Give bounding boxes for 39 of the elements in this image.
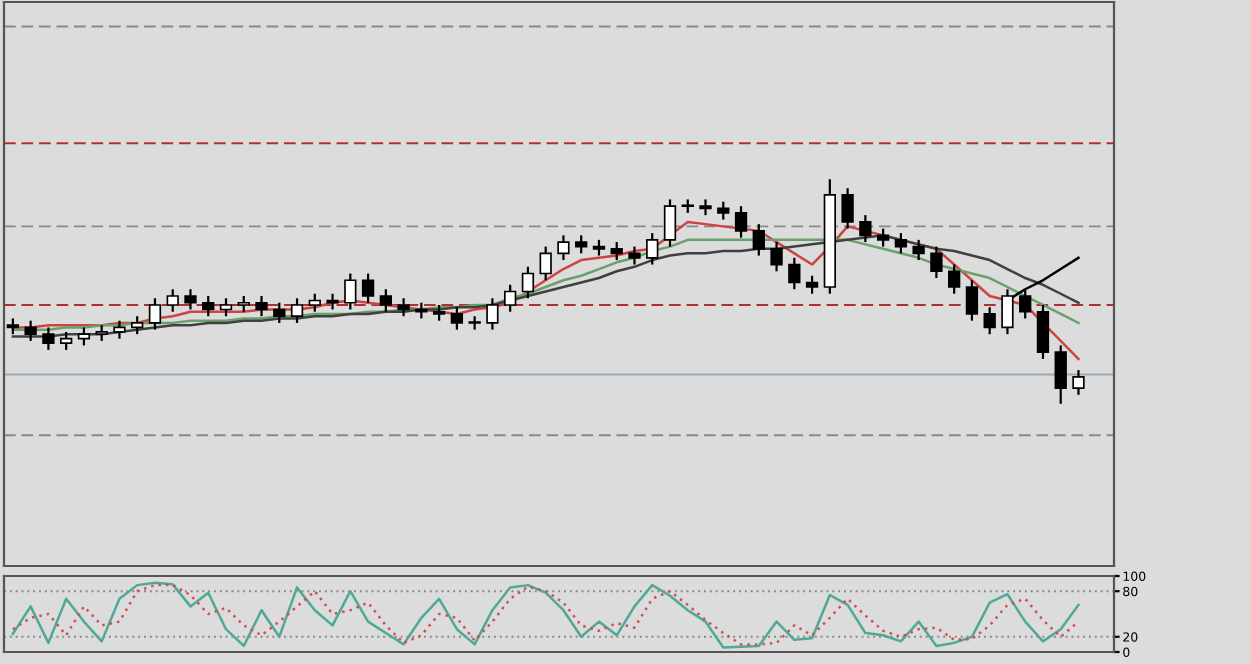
candlestick: [290, 297, 304, 325]
candlestick: [503, 283, 517, 313]
candlestick: [42, 326, 55, 351]
candlestick: [770, 240, 783, 273]
candlestick: [379, 288, 393, 313]
candlestick: [273, 301, 286, 325]
candlestick: [344, 272, 357, 311]
candlestick: [947, 263, 961, 295]
candlestick: [1072, 368, 1085, 396]
candlestick: [965, 279, 979, 322]
candlestick: [450, 306, 464, 331]
candlestick: [663, 198, 677, 248]
candlestick: [894, 232, 908, 255]
candlestick: [539, 245, 552, 282]
candlestick: [646, 232, 659, 266]
candlestick: [930, 245, 943, 280]
candlestick: [841, 187, 854, 230]
candlestick: [202, 294, 215, 318]
candlestick: [148, 297, 162, 331]
candlestick: [326, 292, 339, 311]
candlestick: [397, 297, 410, 318]
candlestick: [752, 223, 765, 257]
candlestick: [734, 205, 748, 239]
candlestick: [699, 198, 712, 217]
candlestick: [788, 256, 801, 291]
candlestick: [486, 297, 499, 331]
candlestick: [1036, 303, 1050, 360]
candlestick: [361, 272, 375, 304]
candlestick: [166, 288, 179, 313]
candlestick: [557, 234, 570, 262]
candlestick: [859, 214, 872, 244]
candlestick: [1054, 344, 1067, 405]
candlestick: [521, 265, 535, 300]
candlestick: [255, 294, 268, 318]
candlestick: [983, 306, 996, 336]
candlestick: [184, 288, 197, 311]
candlestick: [912, 238, 925, 262]
candlestick: [113, 319, 126, 340]
candlestick: [24, 319, 37, 343]
